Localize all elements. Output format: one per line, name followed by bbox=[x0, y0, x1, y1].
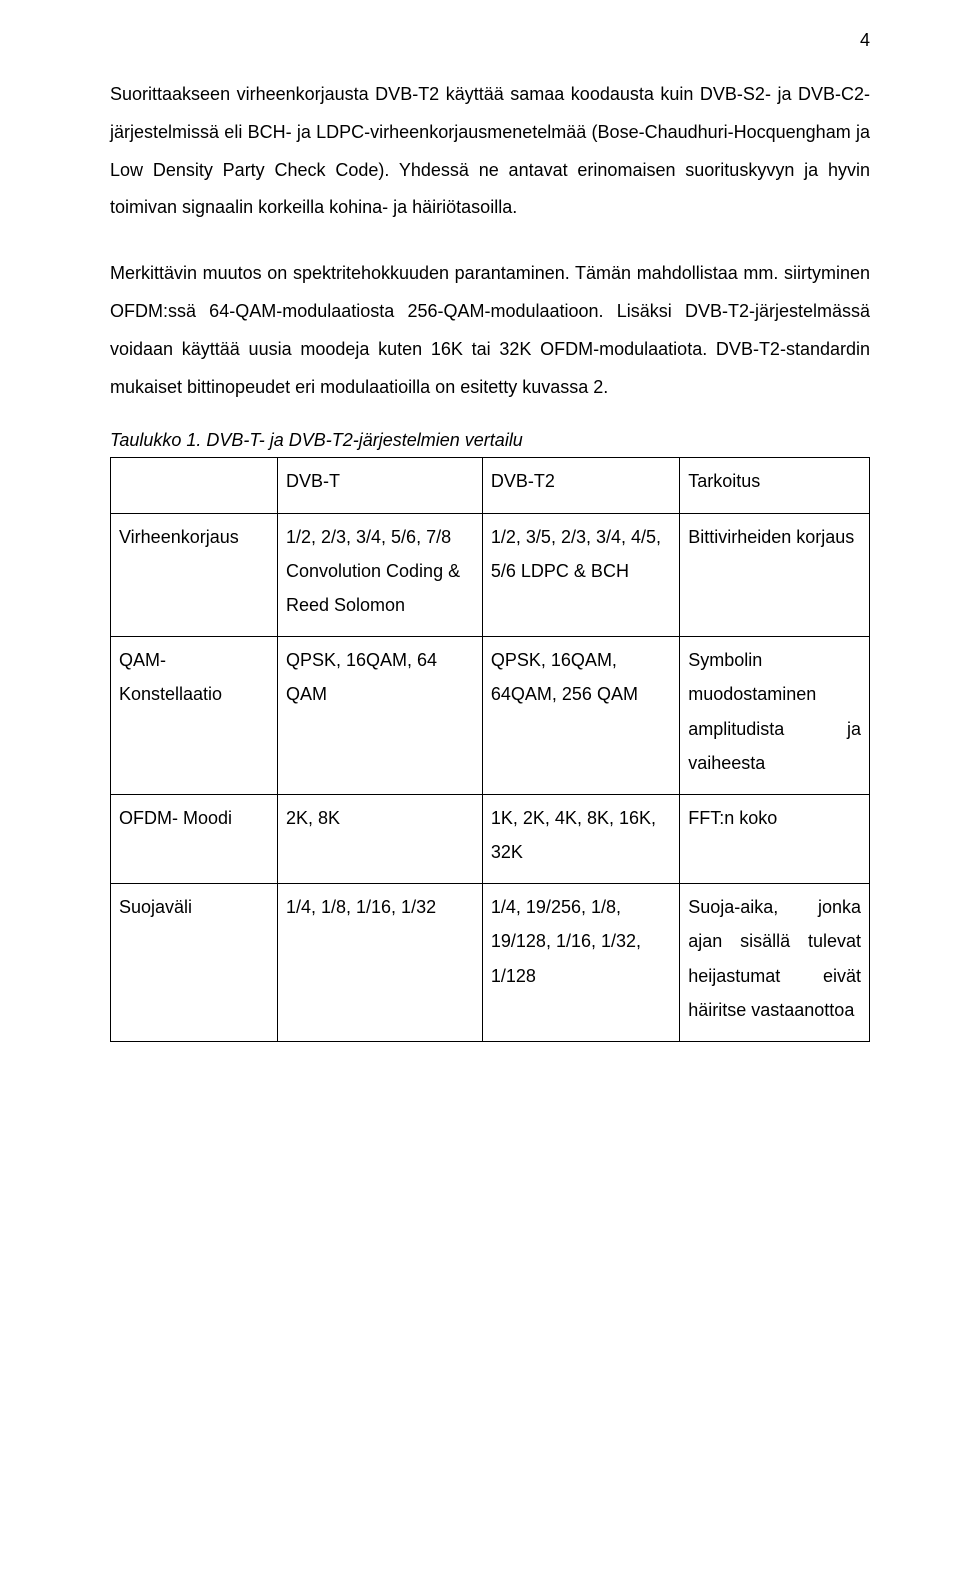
cell-row1-label: Virheenkorjaus bbox=[111, 513, 278, 637]
cell-row3-dvbt: 2K, 8K bbox=[277, 794, 482, 883]
table-caption: Taulukko 1. DVB-T- ja DVB-T2-järjestelmi… bbox=[110, 430, 870, 451]
header-empty bbox=[111, 458, 278, 513]
cell-row3-purpose: FFT:n koko bbox=[680, 794, 870, 883]
table-row: Suojaväli 1/4, 1/8, 1/16, 1/32 1/4, 19/2… bbox=[111, 884, 870, 1042]
cell-row3-dvbt2: 1K, 2K, 4K, 8K, 16K, 32K bbox=[482, 794, 679, 883]
cell-row2-label: QAM-Konstellaatio bbox=[111, 637, 278, 795]
cell-row2-purpose: Symbolin muodostaminen amplitudista ja v… bbox=[680, 637, 870, 795]
table-header-row: DVB-T DVB-T2 Tarkoitus bbox=[111, 458, 870, 513]
cell-row1-dvbt2: 1/2, 3/5, 2/3, 3/4, 4/5, 5/6 LDPC & BCH bbox=[482, 513, 679, 637]
cell-row1-dvbt: 1/2, 2/3, 3/4, 5/6, 7/8 Convolution Codi… bbox=[277, 513, 482, 637]
header-dvbt: DVB-T bbox=[277, 458, 482, 513]
cell-row1-purpose: Bittivirheiden korjaus bbox=[680, 513, 870, 637]
page-number: 4 bbox=[860, 30, 870, 51]
document-page: 4 Suorittaakseen virheenkorjausta DVB-T2… bbox=[0, 0, 960, 1577]
cell-row3-label: OFDM- Moodi bbox=[111, 794, 278, 883]
paragraph-1: Suorittaakseen virheenkorjausta DVB-T2 k… bbox=[110, 76, 870, 227]
cell-row2-dvbt: QPSK, 16QAM, 64 QAM bbox=[277, 637, 482, 795]
comparison-table: DVB-T DVB-T2 Tarkoitus Virheenkorjaus 1/… bbox=[110, 457, 870, 1042]
paragraph-2: Merkittävin muutos on spektritehokkuuden… bbox=[110, 255, 870, 406]
table-row: OFDM- Moodi 2K, 8K 1K, 2K, 4K, 8K, 16K, … bbox=[111, 794, 870, 883]
cell-row4-dvbt2: 1/4, 19/256, 1/8, 19/128, 1/16, 1/32, 1/… bbox=[482, 884, 679, 1042]
table-row: QAM-Konstellaatio QPSK, 16QAM, 64 QAM QP… bbox=[111, 637, 870, 795]
cell-row2-dvbt2: QPSK, 16QAM, 64QAM, 256 QAM bbox=[482, 637, 679, 795]
cell-row4-label: Suojaväli bbox=[111, 884, 278, 1042]
header-purpose: Tarkoitus bbox=[680, 458, 870, 513]
cell-row4-dvbt: 1/4, 1/8, 1/16, 1/32 bbox=[277, 884, 482, 1042]
cell-row4-purpose: Suoja-aika, jonka ajan sisällä tulevat h… bbox=[680, 884, 870, 1042]
table-row: Virheenkorjaus 1/2, 2/3, 3/4, 5/6, 7/8 C… bbox=[111, 513, 870, 637]
header-dvbt2: DVB-T2 bbox=[482, 458, 679, 513]
